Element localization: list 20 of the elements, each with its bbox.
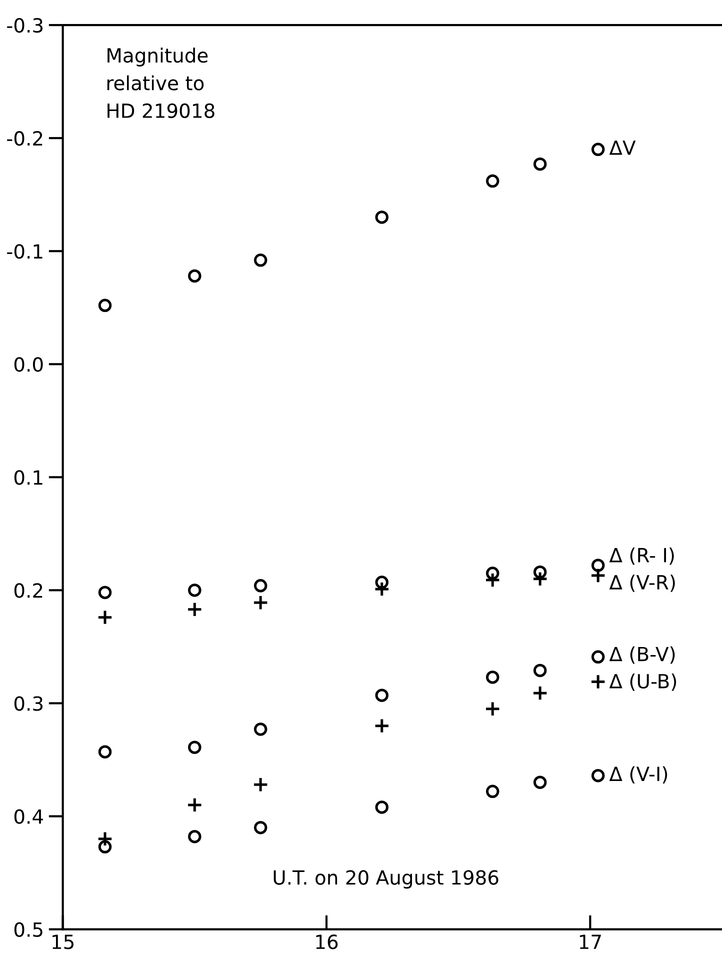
y-tick-label: 0.5: [14, 922, 42, 937]
y-tick-label: -0.3: [7, 18, 43, 33]
y-tick-label: 0.2: [14, 583, 42, 598]
y-tick-label: 0.0: [14, 357, 43, 372]
y-tick-label: 0.1: [14, 470, 42, 485]
series-label: Δ (U-B): [609, 674, 676, 691]
series-label: Δ (B-V): [609, 646, 675, 664]
series-label: Δ (V-I): [609, 766, 668, 784]
series-label: Δ (R- I): [609, 547, 674, 565]
y-tick-label: 0.3: [14, 696, 43, 711]
x-tick-label: 17: [580, 934, 601, 949]
series-label: Δ (V-R): [609, 574, 675, 592]
y-tick-label: -0.2: [7, 131, 42, 146]
y-tick-label: -0.1: [7, 244, 42, 259]
y-tick-label: 0.4: [14, 809, 43, 824]
x-tick-label: 15: [52, 934, 74, 950]
series-label: ΔV: [609, 140, 636, 155]
x-tick-label: 16: [316, 934, 338, 950]
annotation: U.T. on 20 August 1986: [274, 870, 498, 889]
annotation: Magnitude relative to HD 219018: [107, 48, 214, 118]
